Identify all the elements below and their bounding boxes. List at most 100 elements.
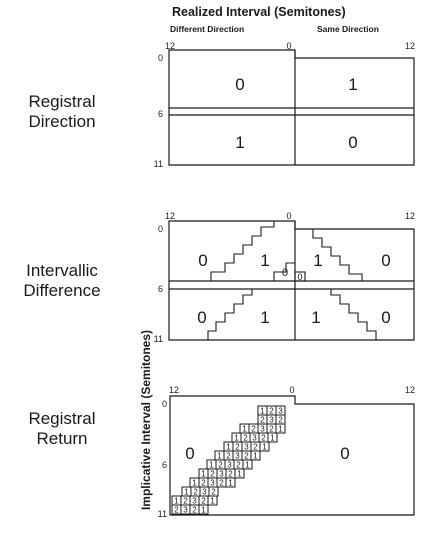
band-cell-value: 2 <box>269 425 274 434</box>
band-cell-value: 2 <box>228 470 233 479</box>
band-cell <box>250 450 261 461</box>
return-band: 1 2 32 3 21 2 3 2 11 2 3 2 11 2 3 2 11 2 3 2 11 2 3 2 11 2 3 2 11 2 3 2… <box>171 405 286 515</box>
band-cell-value: 2 <box>219 479 224 488</box>
band-cell-value: 1 <box>262 443 267 452</box>
value-bottom-mid: 1 <box>260 308 269 327</box>
tick-x-0: 0 <box>286 41 291 51</box>
band-cell <box>267 432 278 443</box>
tick-y-0: 0 <box>158 53 163 63</box>
band-cell-value: 2 <box>260 416 265 425</box>
band-cell-value: 1 <box>201 470 206 479</box>
band-cell-value: 2 <box>201 479 206 488</box>
tick-y-11: 11 <box>158 509 167 519</box>
value-top-right: 1 <box>348 75 357 94</box>
band-cell-value: 1 <box>226 443 231 452</box>
tick-y-6: 6 <box>158 284 163 294</box>
staircase-top-center <box>273 262 295 281</box>
value-center-a: 0 <box>282 267 288 279</box>
tick-x-0: 0 <box>289 385 294 395</box>
band-cell-value: 3 <box>244 443 249 452</box>
band-cell <box>242 459 253 470</box>
band-cell-value: 3 <box>235 452 240 461</box>
band-cell-value: 1 <box>201 506 206 515</box>
label-line: Intervallic <box>26 261 98 280</box>
band-cell-value: 2 <box>244 452 249 461</box>
band-cell-value: 2 <box>236 461 241 470</box>
staircase-top-left <box>210 221 275 281</box>
label-line: Return <box>36 429 88 448</box>
label-line: Direction <box>28 112 96 131</box>
value-center-b: 0 <box>297 272 302 282</box>
value-bottom-left: 1 <box>235 133 244 152</box>
band-cell-value: 2 <box>235 443 240 452</box>
value-top-right-b: 0 <box>381 251 390 270</box>
band-cell-value: 3 <box>227 461 232 470</box>
tick-y-11: 11 <box>154 334 163 344</box>
band-cell-value: 1 <box>260 407 265 416</box>
label-intervallic-difference: Intervallic Difference <box>0 261 124 301</box>
label-line: Registral <box>28 409 96 428</box>
tick-x-12-right: 12 <box>405 211 415 221</box>
panel-outline <box>169 395 415 516</box>
band-cell-value: 1 <box>192 479 197 488</box>
band-cell <box>207 495 218 506</box>
staircase-top-right <box>304 228 363 281</box>
band-cell-value: 1 <box>253 452 258 461</box>
band-cell-value: 1 <box>242 425 247 434</box>
band-cell-value: 1 <box>210 497 215 506</box>
tick-x-12-right: 12 <box>405 41 415 51</box>
band-cell <box>275 423 286 434</box>
header-different-direction: Different Direction <box>170 24 245 34</box>
staircase-bottom-left <box>207 289 253 340</box>
tick-x-0: 0 <box>286 211 291 221</box>
band-cell-value: 3 <box>192 497 197 506</box>
label-line: Registral <box>28 92 96 111</box>
value-bottom-right-b: 0 <box>381 308 390 327</box>
band-cell <box>198 504 209 515</box>
band-cell-value: 3 <box>219 470 224 479</box>
value-top-right-a: 1 <box>313 251 322 270</box>
band-cell-value: 2 <box>278 416 283 425</box>
value-top-left: 0 <box>235 75 244 94</box>
label-registral-direction: Registral Direction <box>0 92 124 132</box>
band-cell-value: 3 <box>210 479 215 488</box>
band-cell-value: 1 <box>184 488 189 497</box>
value-left: 0 <box>185 444 194 463</box>
band-cell-value: 2 <box>183 497 188 506</box>
band-cell-value: 2 <box>211 488 216 497</box>
center-cell <box>294 271 306 282</box>
panel-intervallic-difference: 12 0 12 0 6 11 0 1 1 0 0 0 0 1 1 0 <box>154 211 415 344</box>
band-cell-value: 1 <box>245 461 250 470</box>
tick-y-11: 11 <box>154 159 163 169</box>
band-cell-value: 1 <box>209 461 214 470</box>
band-cell <box>259 441 270 452</box>
value-bottom-right: 0 <box>348 133 357 152</box>
band-cell-value: 1 <box>228 479 233 488</box>
value-bottom-right-a: 1 <box>311 308 320 327</box>
tick-x-12-left: 12 <box>165 41 175 51</box>
band-cell-value: 1 <box>217 452 222 461</box>
label-registral-return: Registral Return <box>0 409 124 449</box>
band-cell-value: 3 <box>269 416 274 425</box>
band-cell <box>234 468 245 479</box>
band-cell-value: 3 <box>278 407 283 416</box>
band-cell-value: 1 <box>278 425 283 434</box>
value-right: 0 <box>340 444 349 463</box>
label-line: Difference <box>23 281 101 300</box>
value-bottom-left: 0 <box>197 308 206 327</box>
band-cell-value: 2 <box>243 434 248 443</box>
panel-registral-return: 12 0 12 0 6 11 1 2 32 3 21 2 3 2 11 2 3 2 11 2 3 2 11 2 3 2… <box>158 385 415 519</box>
tick-y-6: 6 <box>158 109 163 119</box>
band-cell-value: 1 <box>174 497 179 506</box>
main-title: Realized Interval (Semitones) <box>172 5 346 19</box>
header-same-direction: Same Direction <box>317 24 379 34</box>
band-cell-value: 3 <box>183 506 188 515</box>
band-cell-value: 2 <box>218 461 223 470</box>
value-top-mid: 1 <box>260 251 269 270</box>
value-top-left: 0 <box>198 251 207 270</box>
band-cell-value: 2 <box>210 470 215 479</box>
band-cell-value: 2 <box>201 497 206 506</box>
band-cell-value: 3 <box>260 425 265 434</box>
band-cell-value: 2 <box>251 425 256 434</box>
